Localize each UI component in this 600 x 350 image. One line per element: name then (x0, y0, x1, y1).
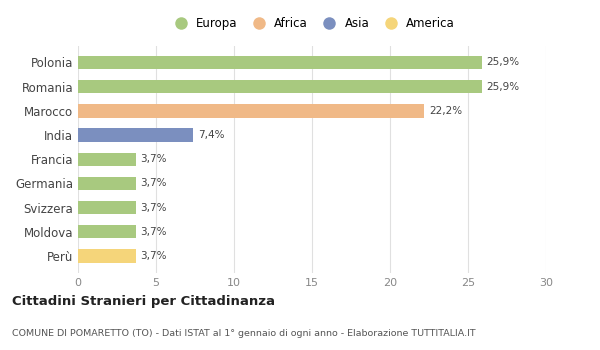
Bar (78, 249, 136, 262)
Legend: Europa, Africa, Asia, America: Europa, Africa, Asia, America (164, 13, 460, 35)
Bar (78, 153, 136, 166)
Text: 3,7%: 3,7% (140, 178, 167, 188)
Bar (78, 80, 482, 93)
Text: 3,7%: 3,7% (140, 154, 167, 164)
Bar (78, 56, 482, 69)
Bar (78, 104, 424, 118)
Text: 3,7%: 3,7% (140, 251, 167, 261)
Bar (78, 225, 136, 238)
Text: 25,9%: 25,9% (487, 57, 520, 68)
Text: 25,9%: 25,9% (487, 82, 520, 92)
Bar (78, 128, 193, 142)
Bar (78, 177, 136, 190)
Text: Cittadini Stranieri per Cittadinanza: Cittadini Stranieri per Cittadinanza (12, 294, 275, 308)
Text: 22,2%: 22,2% (429, 106, 462, 116)
Bar (78, 201, 136, 214)
Text: 3,7%: 3,7% (140, 227, 167, 237)
Text: 3,7%: 3,7% (140, 203, 167, 213)
Text: COMUNE DI POMARETTO (TO) - Dati ISTAT al 1° gennaio di ogni anno - Elaborazione : COMUNE DI POMARETTO (TO) - Dati ISTAT al… (12, 329, 476, 338)
Text: 7,4%: 7,4% (198, 130, 224, 140)
